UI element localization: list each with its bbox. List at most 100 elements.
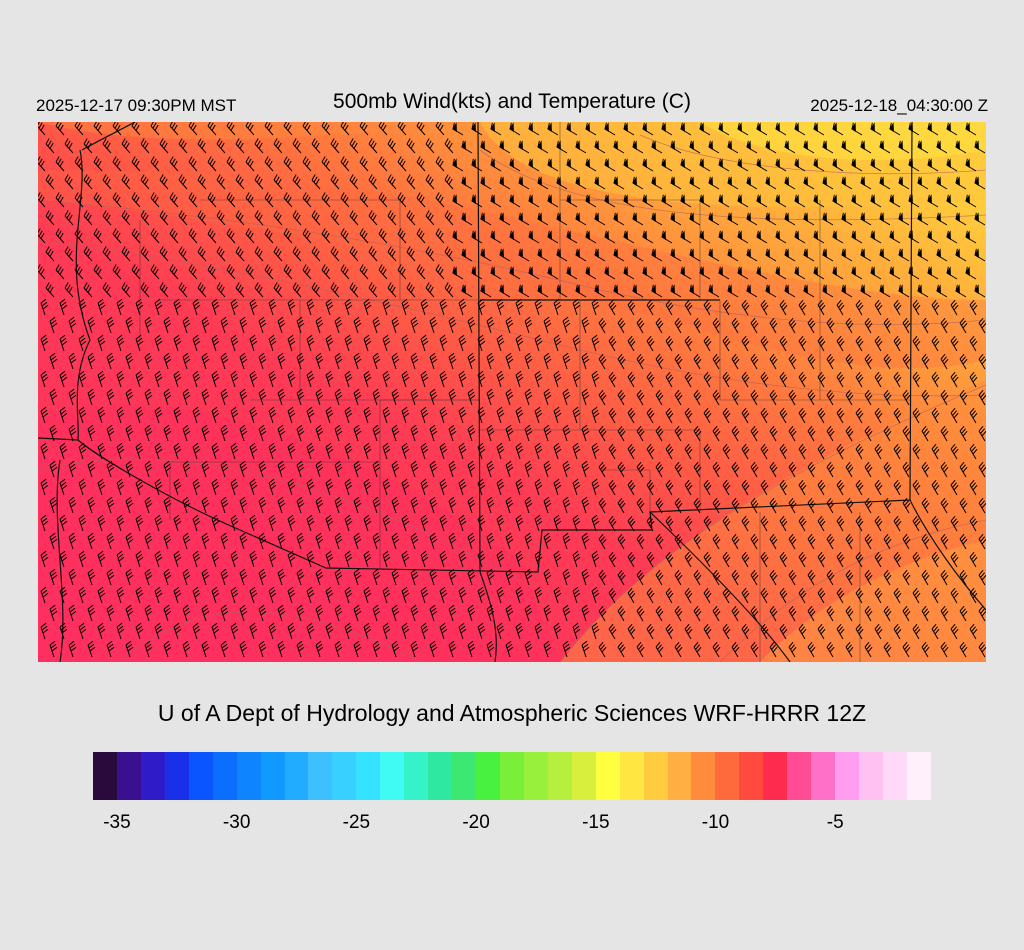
wind-barb: [249, 550, 258, 568]
wind-barb: [97, 478, 106, 496]
wind-barb: [40, 550, 49, 568]
wind-barb: [144, 460, 153, 478]
wind-barb: [150, 192, 160, 208]
wind-barb: [893, 335, 902, 352]
colorbar-cell-18: [523, 752, 548, 800]
wind-barb: [912, 515, 921, 532]
wind-barb: [737, 230, 749, 244]
wind-barb: [566, 230, 578, 244]
wind-barb: [775, 194, 787, 208]
wind-barb: [496, 442, 505, 460]
wind-barb: [826, 389, 835, 406]
wind-barb: [722, 371, 731, 388]
wind-barb: [334, 352, 343, 370]
wind-barb: [486, 460, 495, 478]
wind-barb: [74, 192, 84, 208]
wind-barb: [893, 479, 902, 496]
wind-barb: [537, 284, 549, 298]
wind-barb: [477, 442, 486, 460]
wind-barb: [467, 424, 476, 442]
wind-barb: [249, 406, 258, 424]
wind-barb: [836, 371, 845, 388]
colorbar-cell-33: [882, 752, 907, 800]
wind-barb: [959, 497, 968, 514]
wind-barb: [471, 230, 483, 244]
wind-barb: [353, 496, 362, 514]
wind-barb: [807, 461, 816, 478]
wind-barb: [528, 122, 540, 136]
wind-barb: [368, 246, 378, 262]
wind-barb: [173, 514, 182, 532]
wind-barb: [670, 248, 682, 262]
wind-barb: [363, 550, 372, 568]
wind-barb: [467, 640, 476, 658]
wind-barb: [518, 176, 530, 190]
wind-barb: [646, 335, 655, 352]
wind-barb: [775, 158, 787, 172]
wind-barb: [49, 496, 58, 514]
wind-barb: [353, 424, 362, 442]
wind-barb: [608, 479, 617, 496]
wind-barb: [429, 640, 438, 658]
colorbar-ticks: -35 -30 -25 -20 -15 -10 -5: [0, 812, 1024, 842]
wind-barb: [401, 514, 410, 532]
wind-barb: [368, 138, 378, 154]
wind-barb: [144, 496, 153, 514]
wind-barb: [38, 122, 46, 136]
wind-barb: [670, 176, 682, 190]
wind-barb: [940, 425, 949, 442]
wind-barb: [38, 156, 46, 172]
wind-barb: [226, 264, 236, 280]
wind-barb: [765, 176, 777, 190]
wind-barb: [845, 461, 854, 478]
wind-barb: [425, 174, 435, 190]
wind-barb: [277, 460, 286, 478]
wind-barb: [249, 298, 258, 316]
wind-barb: [585, 158, 597, 172]
wind-barb: [321, 156, 331, 172]
wind-barb: [870, 194, 882, 208]
wind-barb: [598, 425, 607, 442]
wind-barb: [902, 497, 911, 514]
wind-barb: [731, 389, 740, 406]
wind-barb: [220, 532, 229, 550]
wind-barb: [575, 248, 587, 262]
wind-barb: [642, 194, 654, 208]
wind-barb: [870, 266, 882, 280]
wind-barb: [496, 370, 505, 388]
wind-barb: [817, 407, 826, 424]
wind-barb: [562, 496, 571, 514]
wind-barb: [722, 407, 731, 424]
wind-barb: [283, 228, 293, 244]
wind-barb: [617, 533, 626, 550]
wind-barb: [566, 122, 578, 136]
wind-barb: [718, 158, 730, 172]
wind-barb: [264, 122, 274, 136]
wind-barb: [420, 586, 429, 604]
wind-barb: [461, 284, 473, 298]
wind-barb: [591, 478, 600, 496]
wind-barb: [946, 194, 958, 208]
wind-barb: [803, 284, 815, 298]
wind-barb: [150, 122, 160, 136]
wind-barb: [779, 623, 788, 640]
wind-barb: [439, 550, 448, 568]
wind-barb: [439, 406, 448, 424]
wind-barb: [750, 497, 759, 514]
wind-barb: [458, 370, 467, 388]
wind-barb: [150, 264, 160, 280]
colorbar-tick-label: -5: [826, 812, 844, 833]
wind-barb: [387, 138, 397, 154]
wind-barb: [325, 586, 334, 604]
wind-barb: [59, 334, 68, 352]
wind-barb: [372, 460, 381, 478]
wind-barb: [439, 442, 448, 460]
wind-barb: [178, 174, 188, 190]
wind-barb: [680, 122, 692, 136]
wind-barb: [353, 388, 362, 406]
wind-barb: [87, 496, 96, 514]
wind-barb: [908, 158, 920, 172]
wind-barb: [277, 424, 286, 442]
wind-barb: [959, 533, 968, 550]
colorbar-cell-31: [835, 752, 859, 800]
